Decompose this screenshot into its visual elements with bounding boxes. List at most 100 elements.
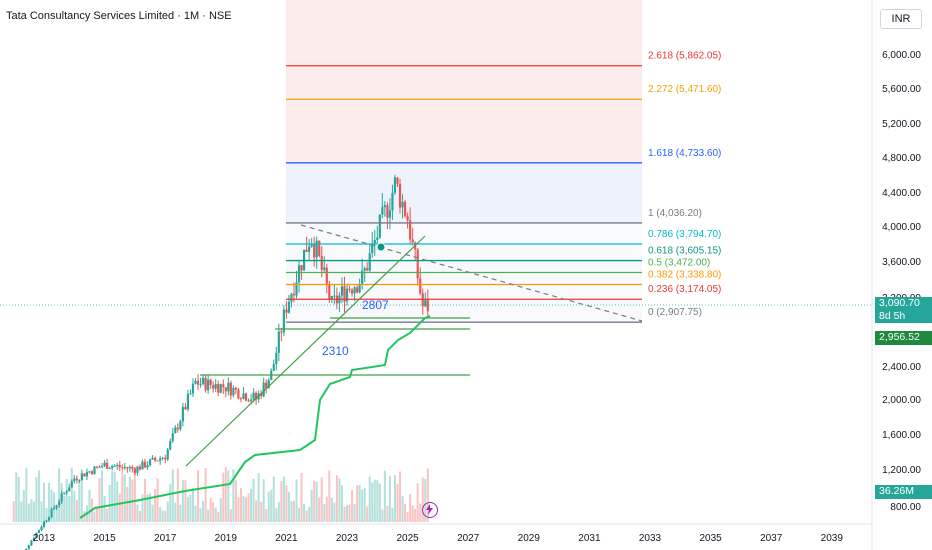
last-price: 3,090.70 <box>879 297 920 309</box>
volume-bar <box>103 495 106 522</box>
marker-dot <box>376 242 386 252</box>
fib-level-label: 0.786 (3,794.70) <box>648 229 721 240</box>
candle-body <box>207 379 210 391</box>
fib-level-label: 0 (2,907.75) <box>648 307 702 318</box>
volume-bar <box>113 471 116 522</box>
candle-body <box>184 407 187 410</box>
candle-body <box>318 240 321 256</box>
candle-body <box>280 331 283 333</box>
volume-bar <box>96 507 99 522</box>
volume-bar <box>189 494 192 522</box>
volume-bar <box>242 496 245 522</box>
candle-body <box>181 407 184 422</box>
candle-body <box>136 466 139 473</box>
candle-body <box>371 243 374 254</box>
candle-body <box>328 283 331 300</box>
volume-bar <box>391 507 394 522</box>
volume-bar <box>161 510 164 522</box>
volume-bar <box>156 478 159 522</box>
candle-body <box>209 379 212 386</box>
volume-bar <box>300 472 303 522</box>
volume-bar <box>146 494 149 522</box>
fib-extension-zone <box>286 0 642 163</box>
last-price-tag: 3,090.70 8d 5h <box>875 297 932 323</box>
candle-body <box>25 548 28 550</box>
volume-bar <box>330 497 333 522</box>
volume-bar <box>68 495 71 522</box>
candle-body <box>237 389 240 399</box>
volume-bar <box>272 476 275 522</box>
candle-body <box>201 377 205 384</box>
candle-body <box>93 466 96 474</box>
volume-bar <box>15 472 18 522</box>
volume-bar <box>88 490 91 522</box>
volume-bar <box>361 489 364 522</box>
candle-body <box>313 244 316 258</box>
candle-body <box>30 540 33 546</box>
candle-body <box>419 278 422 294</box>
fib-level-label: 0.236 (3,174.05) <box>648 284 721 295</box>
volume-bar <box>290 501 293 522</box>
volume-bar <box>414 508 417 522</box>
candle-body <box>356 287 359 293</box>
volume-bar <box>252 478 255 522</box>
candle-body <box>265 382 268 389</box>
volume-bar <box>118 493 121 522</box>
volume-bar <box>245 497 247 522</box>
y-tick-label: 4,800.00 <box>882 153 921 164</box>
volume-bar <box>371 482 374 522</box>
x-tick-label: 2015 <box>93 533 116 544</box>
volume-bar <box>305 510 308 522</box>
chart-title: Tata Consultancy Services Limited · 1M ·… <box>6 10 232 22</box>
y-tick-label: 4,000.00 <box>882 222 921 233</box>
volume-bar <box>328 470 331 522</box>
currency-selector[interactable]: INR <box>880 9 922 29</box>
candle-body <box>411 239 414 243</box>
candle-body <box>363 268 366 271</box>
volume-bar <box>20 501 23 522</box>
volume-bar <box>287 491 290 522</box>
volume-bar <box>12 501 15 522</box>
candle-body <box>255 392 258 400</box>
candle-body <box>83 473 86 477</box>
volume-bar <box>247 493 250 522</box>
candle-body <box>275 352 278 365</box>
indicator-value-tag: 2,956.52 <box>875 331 932 345</box>
candle-body <box>78 479 81 481</box>
volume-bar <box>232 469 235 522</box>
candle-body <box>353 287 356 294</box>
volume-bar <box>219 498 222 522</box>
candle-body <box>98 466 101 468</box>
candle-body <box>333 295 336 297</box>
volume-bar <box>40 501 43 522</box>
candle-body <box>378 214 381 238</box>
candle-body <box>224 387 227 392</box>
volume-bar <box>239 488 242 522</box>
volume-bar <box>111 471 114 522</box>
candle-body <box>358 284 361 293</box>
lightning-icon[interactable] <box>422 502 438 518</box>
volume-bar <box>424 479 427 522</box>
trailing-stop-line <box>79 315 431 519</box>
volume-bar <box>37 470 40 522</box>
volume-bar <box>191 488 194 522</box>
candle-body <box>222 384 225 388</box>
candle-body <box>116 465 119 467</box>
volume-bar <box>63 495 66 522</box>
candle-body <box>252 392 255 400</box>
candle-body <box>424 300 427 307</box>
volume-bar <box>320 477 323 522</box>
x-tick-label: 2019 <box>215 533 238 544</box>
candle-body <box>121 467 124 469</box>
candle-body <box>373 240 376 244</box>
volume-bar <box>202 501 205 522</box>
volume-bar <box>45 507 48 522</box>
x-tick-label: 2037 <box>760 533 783 544</box>
volume-bar <box>17 476 20 522</box>
volume-bar <box>214 507 217 522</box>
volume-bar <box>106 508 109 522</box>
candle-body <box>166 449 169 460</box>
candle-body <box>88 471 91 473</box>
candle-body <box>63 492 66 494</box>
